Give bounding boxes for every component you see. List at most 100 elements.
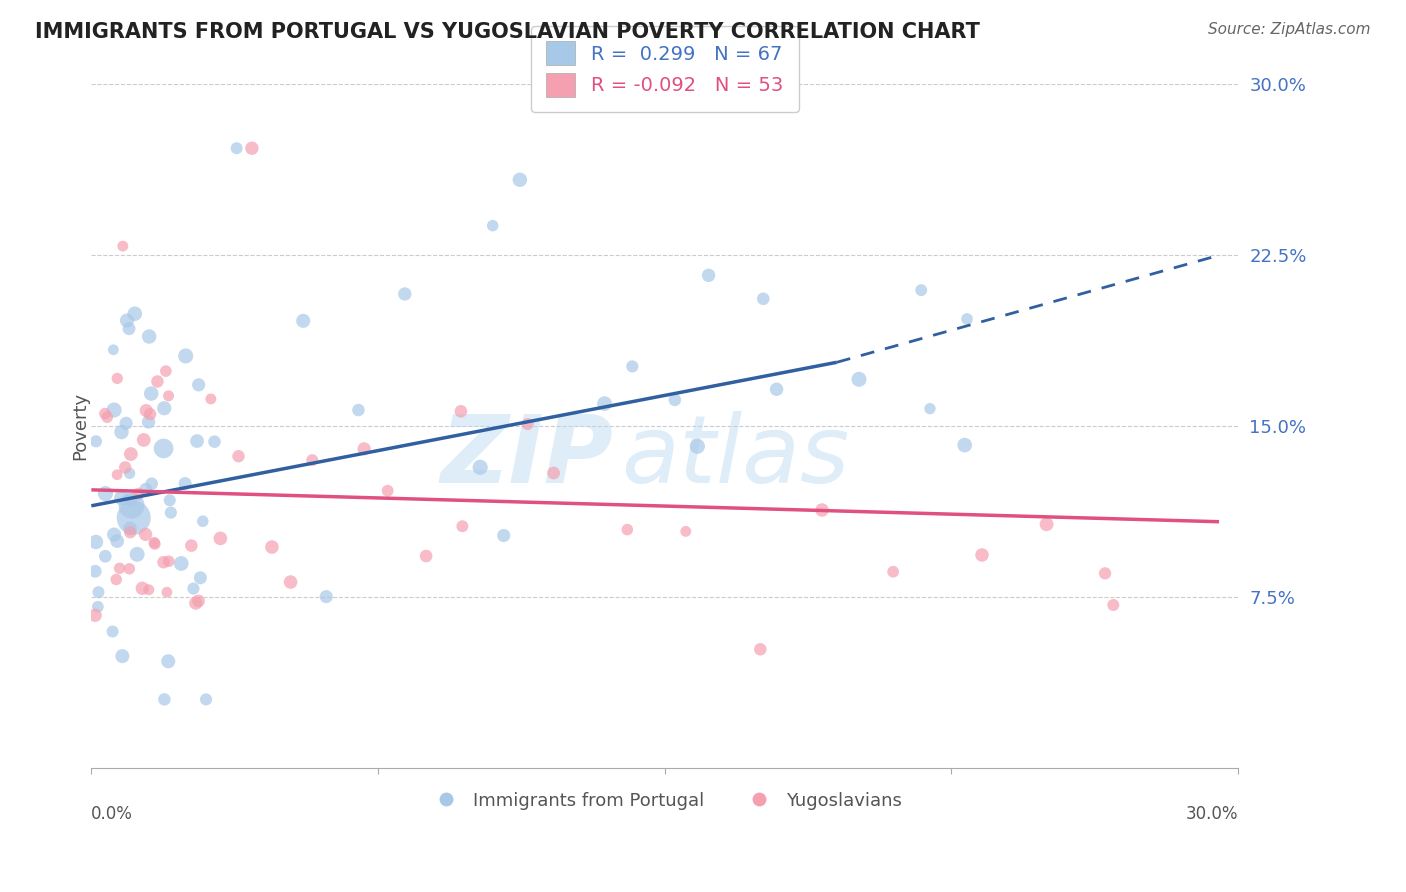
- Point: [94, 549, 117, 564]
- Point: [120, 447, 142, 461]
- Point: [621, 359, 644, 374]
- Point: [377, 483, 399, 498]
- Point: [157, 554, 180, 568]
- Point: [918, 401, 941, 416]
- Point: [94, 486, 117, 500]
- Point: [155, 364, 177, 378]
- Point: [128, 487, 150, 501]
- Text: Source: ZipAtlas.com: Source: ZipAtlas.com: [1208, 22, 1371, 37]
- Point: [103, 403, 125, 417]
- Point: [470, 460, 492, 475]
- Point: [200, 392, 222, 406]
- Point: [87, 599, 110, 614]
- Point: [152, 555, 174, 569]
- Point: [152, 442, 174, 456]
- Point: [301, 453, 323, 467]
- Point: [111, 239, 134, 253]
- Point: [910, 283, 932, 297]
- Point: [394, 287, 416, 301]
- Point: [675, 524, 697, 539]
- Point: [120, 521, 142, 535]
- Point: [157, 654, 180, 668]
- Point: [115, 417, 138, 431]
- Point: [450, 404, 472, 418]
- Point: [1094, 566, 1116, 581]
- Point: [101, 624, 124, 639]
- Point: [96, 410, 118, 425]
- Point: [115, 313, 138, 327]
- Point: [492, 528, 515, 542]
- Point: [111, 649, 134, 664]
- Point: [84, 434, 107, 449]
- Text: IMMIGRANTS FROM PORTUGAL VS YUGOSLAVIAN POVERTY CORRELATION CHART: IMMIGRANTS FROM PORTUGAL VS YUGOSLAVIAN …: [35, 22, 980, 42]
- Point: [180, 539, 202, 553]
- Point: [120, 525, 142, 540]
- Point: [848, 372, 870, 386]
- Point: [765, 382, 787, 396]
- Point: [516, 417, 538, 431]
- Point: [103, 527, 125, 541]
- Point: [353, 442, 375, 456]
- Text: 0.0%: 0.0%: [91, 805, 134, 823]
- Point: [811, 503, 834, 517]
- Point: [120, 492, 142, 507]
- Point: [209, 532, 232, 546]
- Point: [127, 547, 149, 561]
- Point: [105, 371, 128, 385]
- Point: [190, 571, 212, 585]
- Point: [415, 549, 437, 563]
- Point: [141, 386, 163, 401]
- Legend: Immigrants from Portugal, Yugoslavians: Immigrants from Portugal, Yugoslavians: [420, 784, 908, 817]
- Point: [882, 565, 904, 579]
- Point: [240, 141, 263, 155]
- Point: [103, 343, 125, 357]
- Point: [170, 557, 193, 571]
- Point: [84, 564, 107, 578]
- Point: [174, 476, 197, 491]
- Point: [184, 596, 207, 610]
- Point: [749, 642, 772, 657]
- Point: [139, 407, 162, 421]
- Point: [195, 692, 218, 706]
- Point: [84, 535, 107, 549]
- Point: [953, 438, 976, 452]
- Point: [664, 392, 686, 407]
- Point: [260, 540, 283, 554]
- Text: 30.0%: 30.0%: [1185, 805, 1239, 823]
- Point: [616, 523, 638, 537]
- Point: [141, 476, 163, 491]
- Point: [118, 321, 141, 335]
- Point: [143, 537, 166, 551]
- Point: [187, 594, 209, 608]
- Point: [87, 585, 110, 599]
- Point: [159, 493, 181, 508]
- Point: [1035, 517, 1057, 532]
- Point: [153, 692, 176, 706]
- Point: [143, 535, 166, 549]
- Point: [105, 573, 128, 587]
- Point: [697, 268, 720, 283]
- Point: [183, 582, 205, 596]
- Point: [347, 403, 370, 417]
- Point: [970, 548, 993, 562]
- Point: [94, 407, 117, 421]
- Point: [105, 467, 128, 482]
- Point: [121, 499, 143, 513]
- Point: [108, 561, 131, 575]
- Point: [146, 375, 169, 389]
- Point: [509, 173, 531, 187]
- Point: [118, 467, 141, 481]
- Point: [135, 483, 157, 497]
- Point: [157, 389, 180, 403]
- Point: [174, 349, 197, 363]
- Point: [543, 466, 565, 480]
- Point: [292, 314, 315, 328]
- Point: [135, 403, 157, 417]
- Point: [153, 401, 176, 416]
- Point: [191, 514, 214, 528]
- Point: [118, 562, 141, 576]
- Point: [225, 141, 247, 155]
- Point: [135, 527, 157, 541]
- Text: atlas: atlas: [621, 411, 849, 502]
- Point: [114, 460, 136, 475]
